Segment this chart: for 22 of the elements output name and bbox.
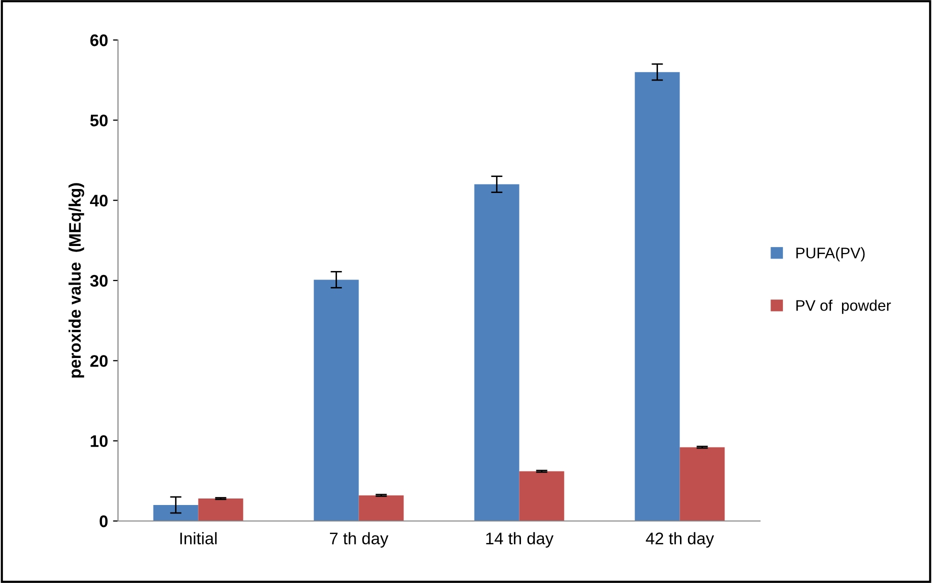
bar [358,495,404,521]
y-tick-label: 10 [90,435,108,448]
y-tick-label: 40 [90,194,108,207]
bar [680,447,725,521]
legend-label: PV of powder [796,300,891,314]
y-tick-label: 30 [90,274,108,287]
x-tick-label: 7 th day [330,532,388,548]
y-tick-label: 60 [90,34,108,46]
bar [198,498,244,521]
x-tick-label: 14 th day [486,532,554,548]
y-tick-label: 20 [90,355,108,367]
y-tick-label: 50 [90,114,108,126]
legend-label: PUFA(PV) [796,247,865,262]
bar [519,471,564,521]
bar [474,184,520,521]
x-tick-label: 42 th day [646,532,714,548]
bar [153,504,198,521]
bar [634,72,680,521]
y-tick-label: 0 [100,515,108,528]
y-axis-title: peroxide value (MEq/kg) [68,183,84,378]
x-tick-label: Initial [180,532,217,544]
bar [314,280,359,521]
